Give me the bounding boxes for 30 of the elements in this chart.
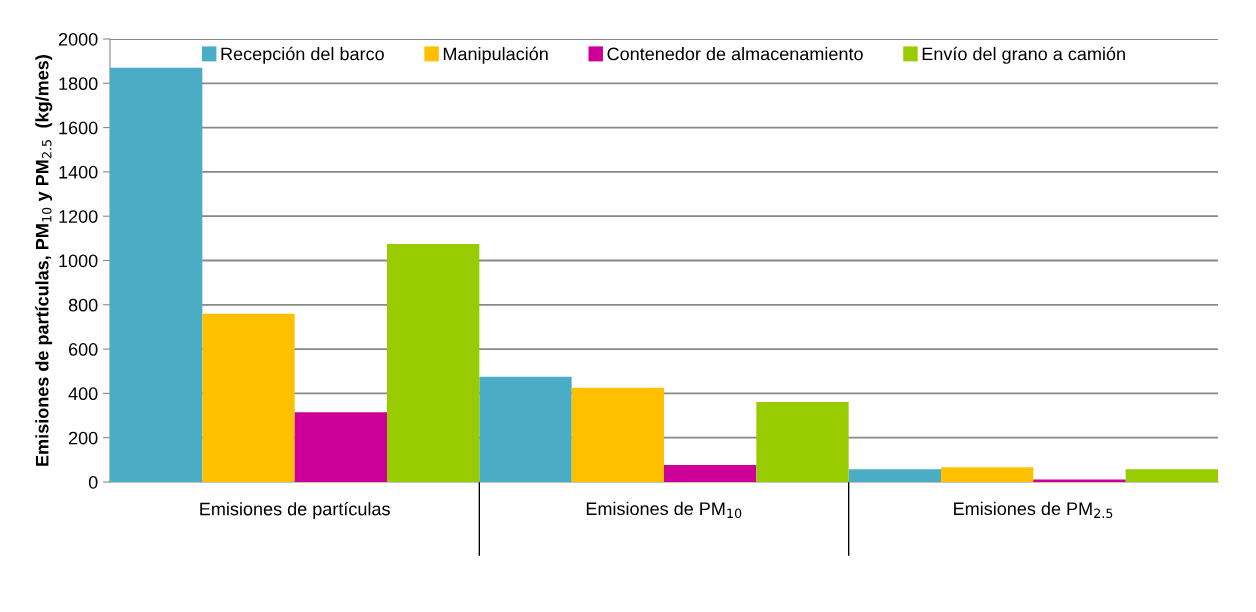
legend-label: Recepción del barco	[221, 46, 384, 64]
x-tick-label: Emisiones de partículas	[200, 501, 390, 519]
legend-label: Manipulación	[443, 46, 548, 64]
legend-label: Envío del grano a camión	[922, 46, 1125, 64]
y-tick-label: 400	[68, 387, 98, 401]
y-tick-label: 600	[68, 343, 98, 356]
y-axis-title: Emisiones de partículas, PM$_{10}$ y PM$_{2.5}$ (kg/mes)	[35, 55, 53, 466]
y-tick-label: 1600	[59, 121, 98, 135]
legend-label: Contenedor de almacenamiento	[607, 47, 863, 61]
x-tick-label: Emisiones de PM$_{2.5}$	[954, 501, 1113, 519]
bar	[479, 376, 572, 482]
bar	[756, 402, 849, 482]
bar	[941, 467, 1034, 482]
y-tick-label: 200	[68, 431, 98, 445]
y-tick-label: 800	[68, 298, 98, 312]
bar	[848, 469, 941, 482]
bar	[387, 243, 480, 482]
y-tick-label: 1800	[59, 77, 98, 91]
y-tick-label: 2000	[58, 32, 98, 46]
bar	[571, 387, 664, 482]
y-tick-label: 0	[88, 475, 98, 489]
bar	[110, 67, 203, 482]
y-tick-label: 1000	[59, 254, 98, 268]
x-tick-label: Emisiones de PM$_{10}$	[586, 501, 742, 519]
y-tick-label: 1400	[59, 165, 98, 179]
bar	[664, 464, 757, 482]
bar	[294, 412, 387, 482]
y-tick-label: 1200	[59, 210, 98, 223]
bar	[1125, 469, 1218, 482]
bar	[202, 313, 295, 482]
